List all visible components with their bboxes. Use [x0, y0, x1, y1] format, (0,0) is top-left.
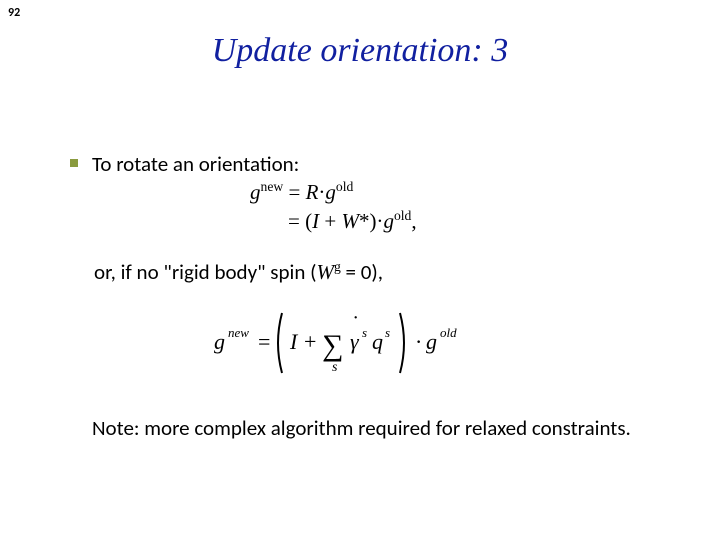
bullet-text: To rotate an orientation:	[92, 150, 299, 178]
equation-block: gnew = R·gold = (I + W*)·gold,	[250, 178, 670, 235]
or-gsup: g	[334, 259, 341, 274]
bullet-icon	[70, 159, 78, 167]
svg-text:˙: ˙	[352, 311, 359, 336]
sup-old2: old	[394, 208, 411, 223]
svg-text:q: q	[372, 329, 383, 354]
slide-number: 92	[8, 6, 20, 20]
sup-old1: old	[336, 179, 353, 194]
svg-text:s: s	[332, 360, 338, 375]
or-line: or, if no "rigid body" spin (Wg = 0),	[94, 259, 670, 285]
svg-text:s: s	[362, 325, 367, 340]
sym-eq2: = (	[288, 209, 312, 233]
svg-text:g: g	[214, 329, 225, 354]
svg-text:g: g	[426, 329, 437, 354]
sym-W: W	[341, 209, 359, 233]
svg-text:I: I	[289, 329, 299, 354]
svg-text:∑: ∑	[322, 329, 343, 362]
slide-body: To rotate an orientation: gnew = R·gold …	[70, 150, 670, 442]
equation-line-2: = (I + W*)·gold,	[288, 207, 670, 235]
or-W: W	[316, 260, 334, 284]
bullet-item: To rotate an orientation:	[70, 150, 670, 178]
svg-text:+: +	[304, 329, 316, 354]
svg-text:·: ·	[415, 329, 422, 354]
equation-line-1: gnew = R·gold	[250, 178, 670, 206]
svg-text:old: old	[440, 325, 457, 340]
sym-g2: g	[325, 180, 336, 204]
sup-new: new	[261, 179, 284, 194]
or-pre: or, if no "rigid body" spin (	[94, 259, 316, 285]
sym-g: g	[250, 180, 261, 204]
svg-text:s: s	[385, 325, 390, 340]
sym-g3: g	[383, 209, 394, 233]
formula-svg: gnew=I+∑sγ˙sqs·gold	[210, 303, 510, 383]
svg-text:=: =	[258, 329, 270, 354]
sym-R: R	[306, 180, 319, 204]
slide-title: Update orientation: 3	[0, 32, 720, 70]
note-text: Note: more complex algorithm required fo…	[92, 414, 662, 442]
sym-plus: +	[319, 209, 341, 233]
sym-starclose: *)·	[359, 209, 384, 233]
sym-comma: ,	[411, 209, 416, 233]
svg-text:new: new	[228, 325, 249, 340]
or-post: = 0),	[341, 259, 383, 285]
sym-eq: =	[283, 180, 305, 204]
formula-svg-wrap: gnew=I+∑sγ˙sqs·gold	[210, 303, 670, 388]
